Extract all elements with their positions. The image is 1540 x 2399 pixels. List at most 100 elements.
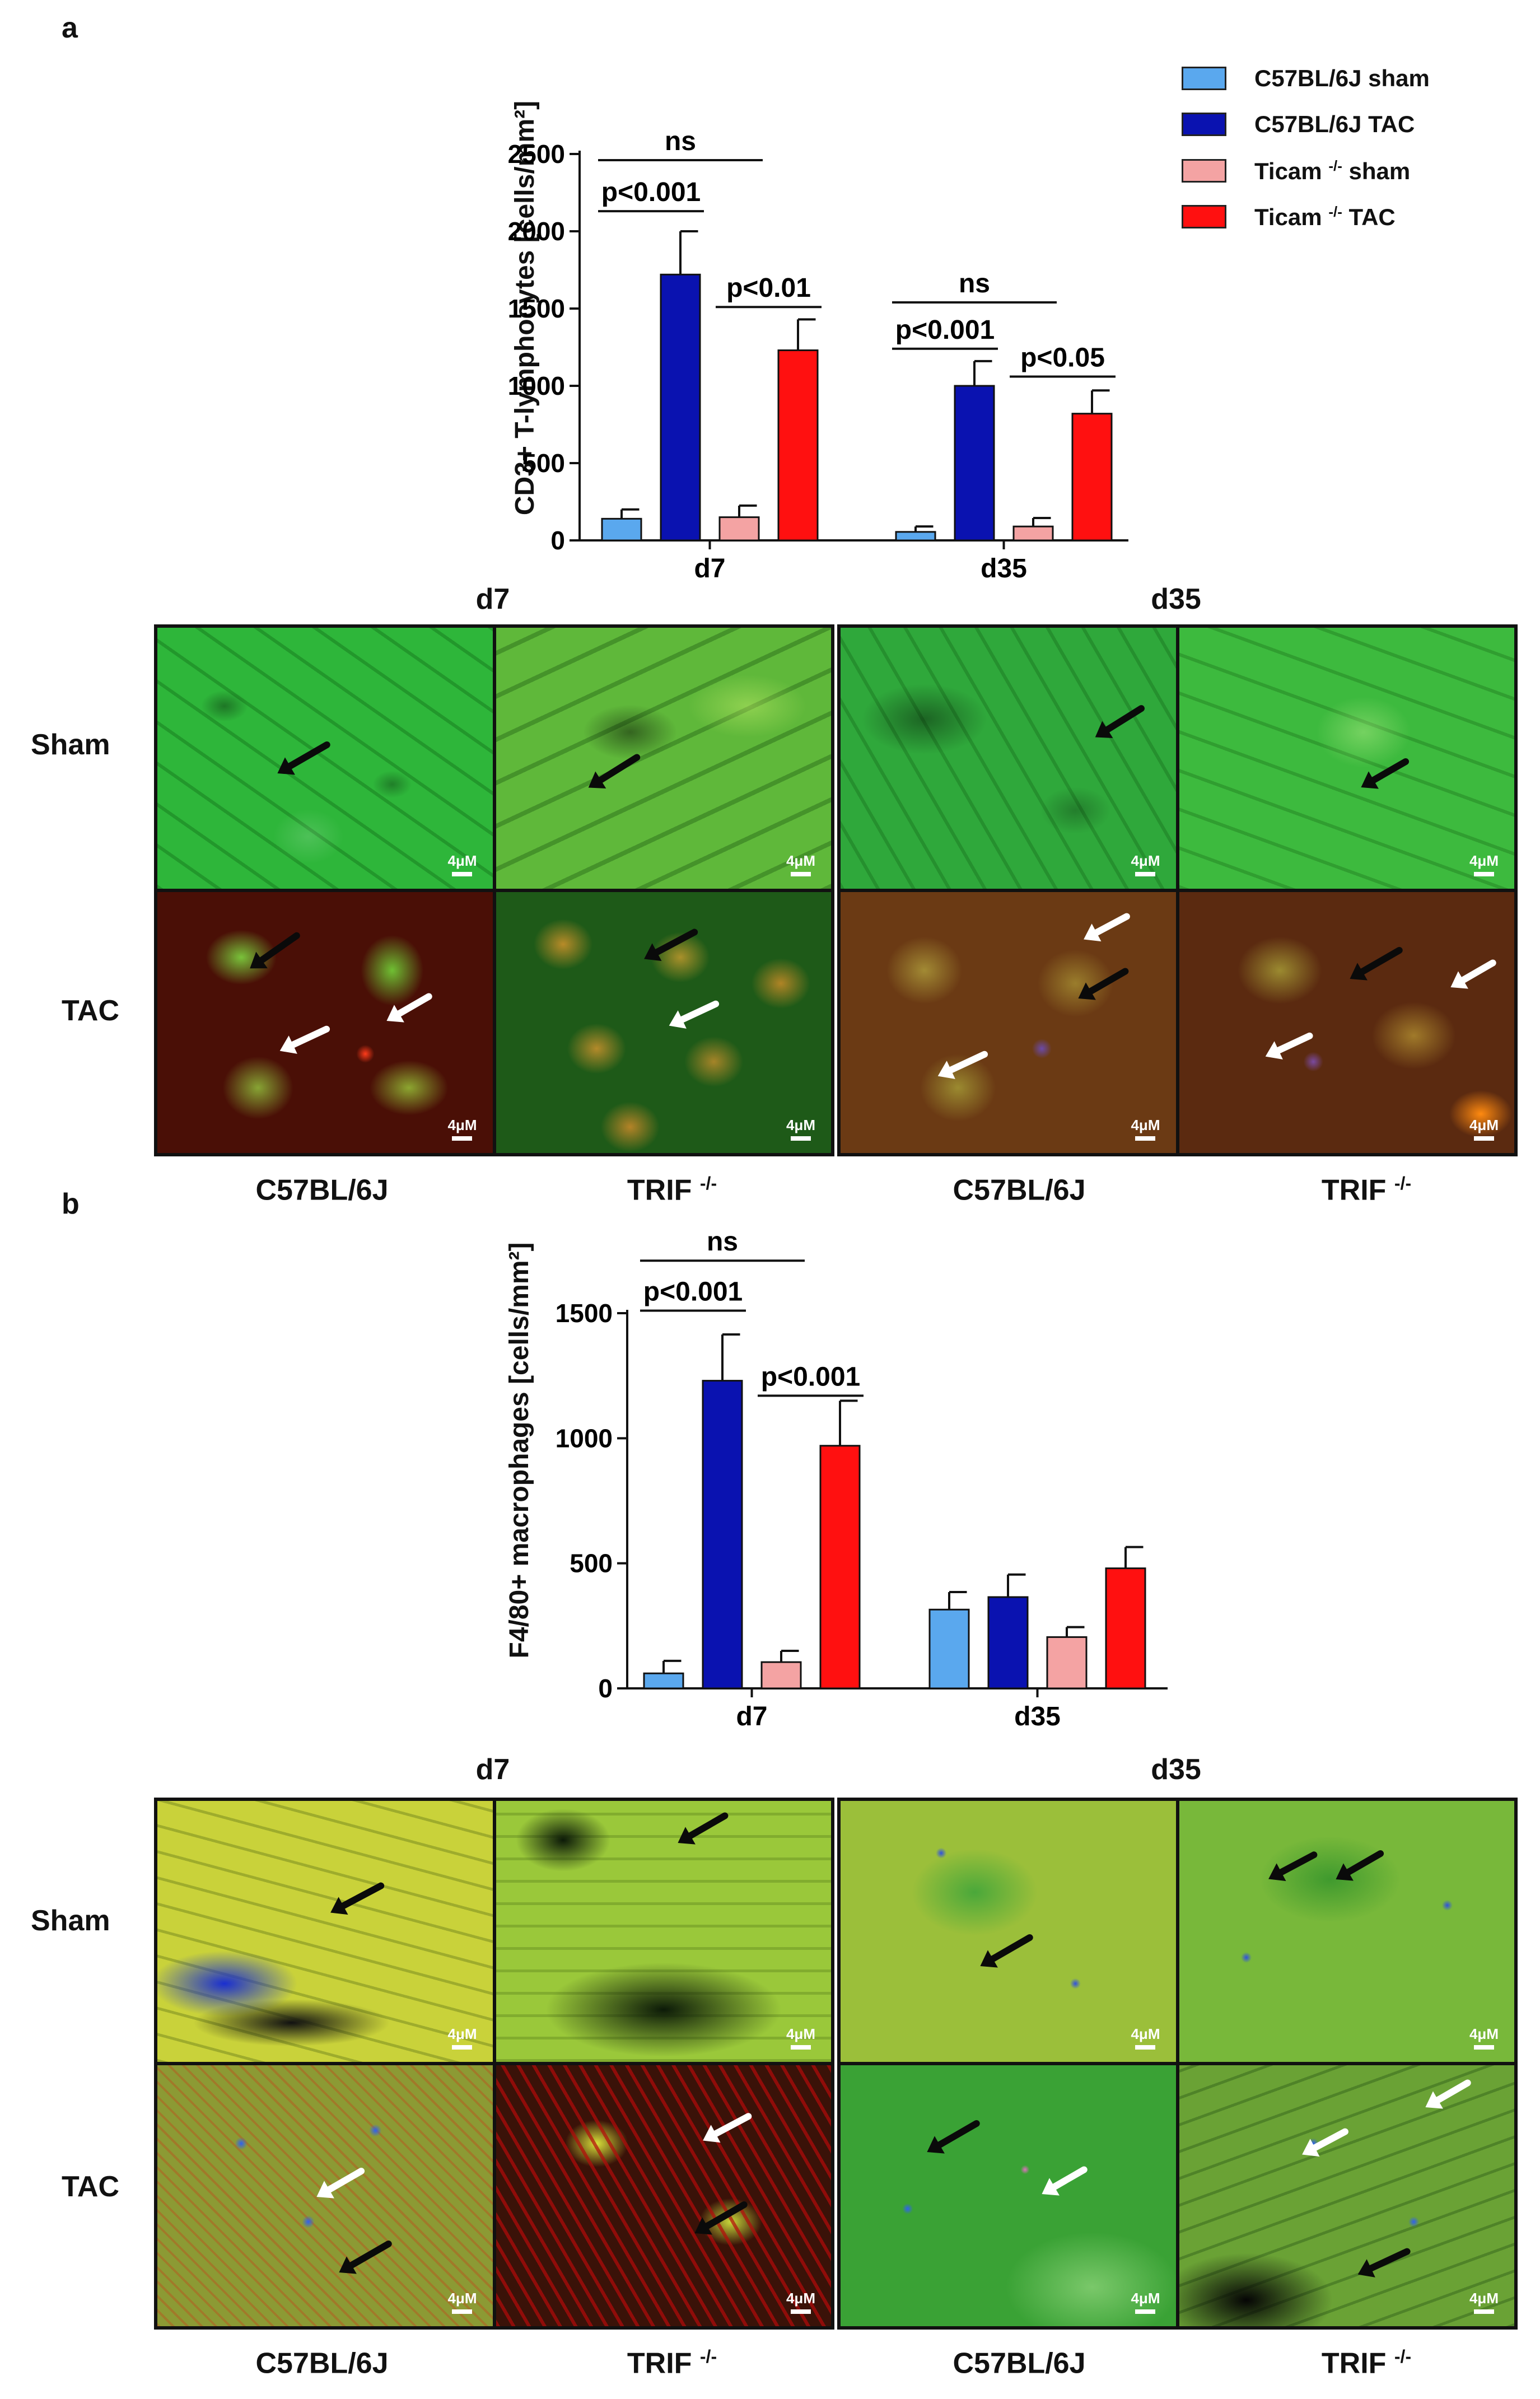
black-arrow-icon <box>1102 703 1146 735</box>
bar <box>954 385 995 542</box>
y-tick-label: 2000 <box>508 217 565 246</box>
white-arrow-icon <box>324 2166 366 2195</box>
micro-b-grid-d35: 4μM 4μM 4μM 4μM <box>837 1798 1518 2330</box>
micrograph-a-d35-sham-c57: 4μM <box>841 628 1176 889</box>
black-arrow-icon <box>284 740 332 772</box>
white-arrow-icon <box>1049 2165 1089 2192</box>
white-arrow-icon <box>1432 2078 1472 2106</box>
micro-b-grid-d7: 4μM 4μM 4μM 4μM <box>154 1798 834 2330</box>
bar <box>928 1608 970 1689</box>
black-arrow-icon <box>595 753 642 786</box>
white-arrow-icon <box>1309 2127 1350 2153</box>
scale-bar: 4μM <box>447 1117 477 1141</box>
bar <box>987 1596 1029 1689</box>
micrograph-b-d35-sham-c57: 4μM <box>841 1801 1176 2062</box>
scale-bar: 4μM <box>447 852 477 876</box>
legend-swatch <box>1182 159 1226 183</box>
black-arrow-icon <box>701 2200 749 2232</box>
significance-label: p<0.001 <box>601 178 701 207</box>
micro-b-col-label-3: C57BL/6J <box>953 2347 1086 2380</box>
x-tick-label: d7 <box>694 554 725 584</box>
micro-a-col-label-2: TRIF -/- <box>627 1173 717 1207</box>
black-arrow-icon <box>338 1881 386 1911</box>
scale-bar: 4μM <box>1131 852 1160 876</box>
micro-a-col-label-3: C57BL/6J <box>953 1174 1086 1207</box>
legend-label: C57BL/6J TAC <box>1254 111 1415 137</box>
micro-b-row-label-sham: Sham <box>31 1905 110 1937</box>
scale-bar: 4μM <box>1131 1117 1160 1141</box>
bar <box>1012 525 1054 542</box>
bar <box>1071 413 1113 542</box>
scale-bar: 4μM <box>786 2025 815 2050</box>
scale-bar: 4μM <box>447 2025 477 2050</box>
micrograph-a-d7-tac-c57: 4μM <box>157 892 493 1153</box>
significance-label: p<0.001 <box>761 1362 860 1392</box>
scale-label: 4μM <box>1469 2025 1499 2042</box>
scale-label: 4μM <box>1469 2290 1499 2307</box>
y-tick-label: 1500 <box>508 294 565 323</box>
micrograph-a-d35-tac-c57: 4μM <box>841 892 1176 1153</box>
legend-swatch <box>1182 67 1226 90</box>
y-tick-label: 1000 <box>556 1423 613 1453</box>
black-arrow-icon <box>934 2118 981 2150</box>
y-tick-label: 0 <box>598 1674 613 1703</box>
bar <box>718 516 760 542</box>
scale-bar: 4μM <box>786 1117 815 1141</box>
black-arrow-icon <box>346 2239 393 2271</box>
micro-a-col-label-4: TRIF -/- <box>1321 1173 1412 1207</box>
legend-label-suffix: TAC <box>1348 203 1396 230</box>
micro-a-row-label-tac: TAC <box>62 995 120 1027</box>
scale-label: 4μM <box>1469 852 1499 869</box>
black-arrow-icon <box>1365 2247 1412 2274</box>
legend-label-main: Ticam <box>1254 157 1322 184</box>
white-arrow-icon <box>1457 958 1497 986</box>
scale-bar: 4μM <box>1131 2290 1160 2314</box>
scale-label: 4μM <box>786 852 815 869</box>
micro-b-row-label-tac: TAC <box>62 2171 120 2203</box>
chart-b: 0 500 1000 1500 d7 d35 ns p<0.001 p<0.001 <box>556 1227 1168 1731</box>
scale-bar: 4μM <box>786 2290 815 2314</box>
micro-a-grid-d7: 4μM 4μM 4μM 4μM <box>154 624 834 1156</box>
x-tick-label: d35 <box>981 554 1027 584</box>
scale-label: 4μM <box>447 852 477 869</box>
black-arrow-icon <box>1085 967 1130 997</box>
scale-label: 4μM <box>1131 1117 1160 1133</box>
black-arrow-icon <box>1342 1849 1385 1878</box>
chart-a-legend: C57BL/6J sham C57BL/6J TAC Ticam -/- sha… <box>1182 62 1529 241</box>
bar <box>702 1380 743 1689</box>
scale-label: 4μM <box>786 2025 815 2042</box>
scale-bar: 4μM <box>447 2290 477 2314</box>
micro-b-col-label-4: TRIF -/- <box>1321 2346 1412 2380</box>
scale-label: 4μM <box>786 2290 815 2307</box>
micro-b-group-title-d35: d35 <box>1151 1753 1201 1786</box>
legend-label: Ticam -/- sham <box>1254 157 1410 185</box>
x-tick-label: d7 <box>736 1702 767 1731</box>
micro-b-col-label-2: TRIF -/- <box>627 2346 717 2380</box>
micro-a-grid-d35: 4μM 4μM 4μM 4μM <box>837 624 1518 1156</box>
significance-label: ns <box>707 1227 738 1257</box>
micro-b-col-label-1: C57BL/6J <box>255 2347 389 2380</box>
scale-bar: 4μM <box>1469 1117 1499 1141</box>
black-arrow-icon <box>1356 945 1404 977</box>
bar <box>1105 1567 1146 1689</box>
black-arrow-icon <box>987 1933 1034 1964</box>
significance-label: ns <box>959 269 990 298</box>
legend-label: C57BL/6J sham <box>1254 65 1430 91</box>
y-tick-label: 1000 <box>508 371 565 400</box>
black-arrow-icon <box>1368 757 1410 786</box>
micro-a-col-label-1: C57BL/6J <box>255 1174 389 1207</box>
white-arrow-icon <box>287 1024 332 1050</box>
legend-label-sup: -/- <box>1328 203 1342 220</box>
white-arrow-icon <box>394 992 433 1019</box>
panel-b-letter: b <box>62 1188 80 1220</box>
scale-bar: 4μM <box>1469 852 1499 876</box>
bar <box>601 517 642 542</box>
scale-label: 4μM <box>1131 2025 1160 2042</box>
white-arrow-icon <box>1272 1031 1314 1056</box>
micrograph-a-d7-tac-trif: 4μM <box>496 892 831 1153</box>
bar <box>819 1445 861 1689</box>
micrograph-b-d7-tac-c57: 4μM <box>157 2065 493 2326</box>
micrograph-a-d35-tac-trif: 4μM <box>1179 892 1514 1153</box>
micrograph-a-d35-sham-trif: 4μM <box>1179 628 1514 889</box>
scale-bar: 4μM <box>1469 2290 1499 2314</box>
